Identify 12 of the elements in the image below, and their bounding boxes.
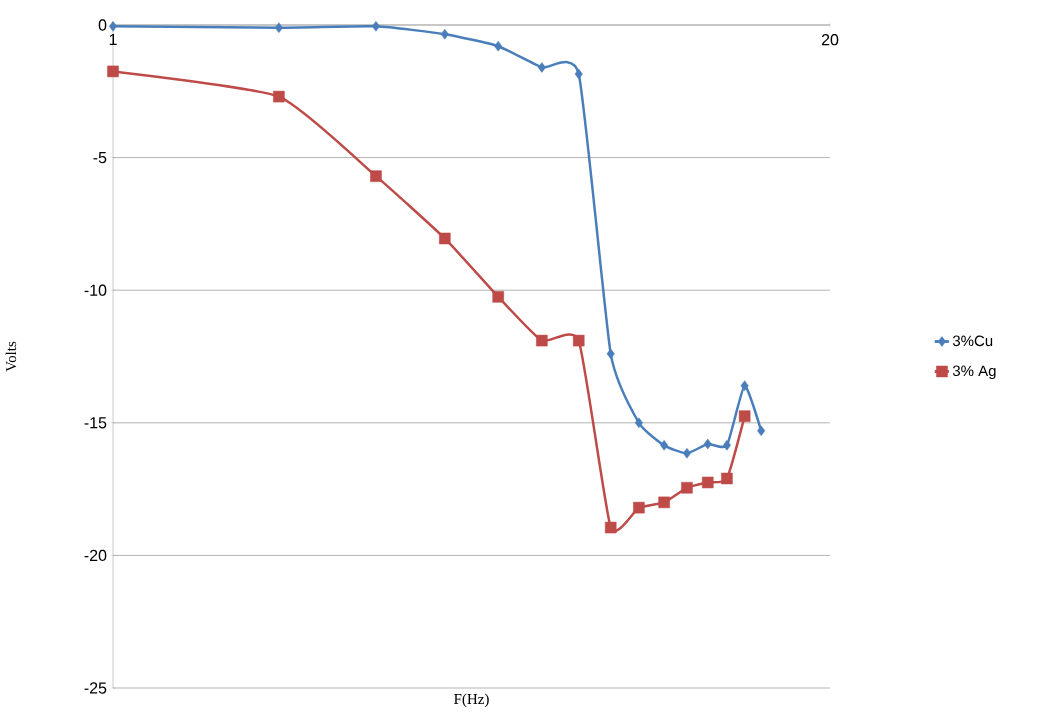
legend-label: 3%Cu: [952, 335, 993, 347]
x-tick-label: 1: [109, 34, 117, 46]
y-tick-label: -15: [84, 417, 107, 429]
legend-label: 3% Ag: [952, 365, 996, 380]
y-tick-label: -20: [84, 549, 107, 562]
y-tick-label: -25: [84, 682, 107, 694]
y-tick-label: 0: [98, 19, 107, 31]
y-tick-label: -10: [84, 284, 107, 296]
x-tick-label: 20: [821, 34, 839, 46]
x-axis-title: F(Hz): [454, 693, 489, 708]
y-axis-title: Volts: [5, 341, 17, 372]
y-tick-label: -5: [93, 152, 107, 164]
